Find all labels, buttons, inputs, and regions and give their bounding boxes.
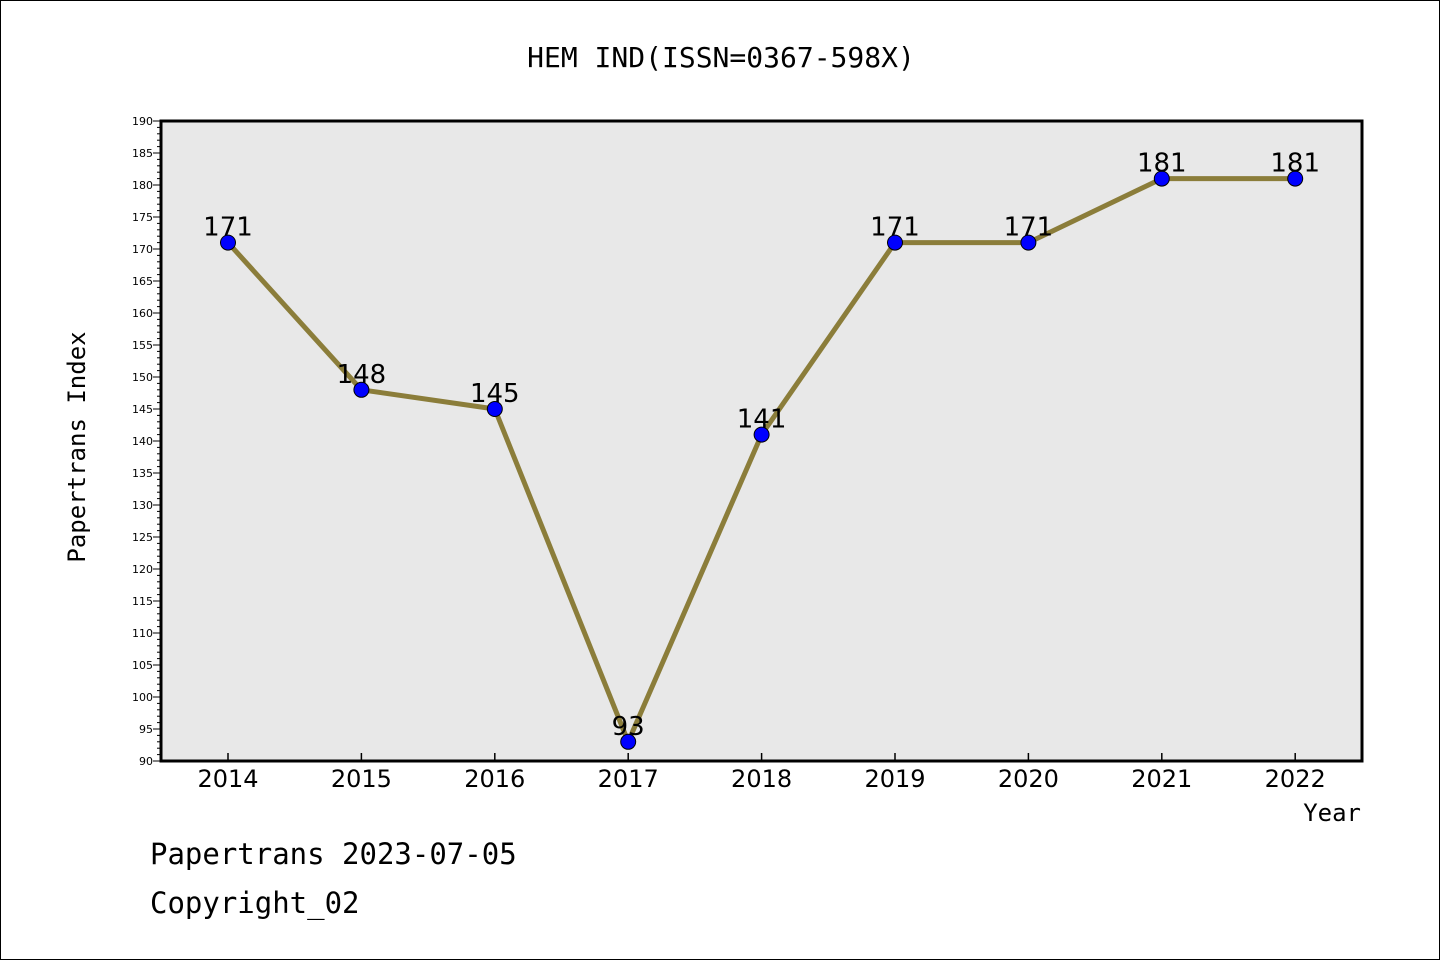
- data-point-marker: [1020, 234, 1037, 251]
- x-tick-label: 2020: [998, 765, 1059, 793]
- y-tick-label: 90: [139, 755, 153, 768]
- y-tick-label: 95: [139, 723, 153, 736]
- data-label: 141: [737, 405, 787, 435]
- data-point-marker: [753, 426, 770, 443]
- x-tick-label: 2019: [864, 765, 925, 793]
- x-tick-label: 2021: [1131, 765, 1192, 793]
- y-tick-label: 105: [132, 659, 153, 672]
- y-axis-label: Papertrans Index: [63, 331, 91, 562]
- data-point-marker: [486, 401, 503, 417]
- y-tick-label: 130: [132, 499, 153, 512]
- y-tick-label: 160: [132, 307, 153, 320]
- chart-title: HEM IND(ISSN=0367-598X): [527, 41, 915, 74]
- x-tick-label: 2014: [197, 765, 258, 793]
- marker-group: [220, 170, 1304, 750]
- y-tick-label: 155: [132, 339, 153, 352]
- x-tick-label: 2016: [464, 765, 525, 793]
- y-tick-label: 150: [132, 371, 153, 384]
- x-tick-label: 2018: [731, 765, 792, 793]
- data-label: 171: [870, 213, 920, 243]
- data-point-marker: [1287, 170, 1304, 187]
- data-label: 148: [337, 360, 387, 390]
- y-tick-label: 125: [132, 531, 153, 544]
- data-label: 171: [1004, 213, 1054, 243]
- data-point-marker: [887, 234, 903, 251]
- data-point-marker: [1153, 170, 1170, 187]
- data-point-marker: [353, 381, 370, 398]
- footer-copyright: Copyright_02: [150, 886, 360, 920]
- y-tick-label: 185: [132, 147, 153, 160]
- footer-date: Papertrans 2023-07-05: [150, 837, 517, 871]
- x-tick-label: 2017: [598, 765, 659, 793]
- y-tick-label: 190: [132, 115, 153, 128]
- data-label: 181: [1270, 149, 1320, 179]
- y-tick-label: 180: [132, 179, 153, 192]
- y-tick-label: 100: [132, 691, 153, 704]
- x-tick-label: 2022: [1265, 765, 1326, 793]
- data-label: 181: [1137, 149, 1187, 179]
- y-tick-label: 165: [132, 275, 153, 288]
- y-tick-label: 145: [132, 403, 153, 416]
- y-tick-label: 175: [132, 211, 153, 224]
- y-tick-label: 135: [132, 467, 153, 480]
- data-label: 171: [203, 213, 253, 243]
- data-label: 145: [470, 379, 520, 409]
- y-tick-label: 140: [132, 435, 153, 448]
- y-tick-label: 120: [132, 563, 153, 576]
- data-label-group: 171 148 145 93 141 171 171 181 181: [203, 149, 1320, 742]
- y-tick-label: 115: [132, 595, 153, 608]
- data-point-marker: [220, 234, 236, 251]
- x-axis: 2014 2015 2016 2017 2018 2019 2020 2021 2022: [197, 753, 1326, 793]
- y-tick-label: 110: [132, 627, 153, 640]
- y-axis: 90 95 100 105 110 115 120 125 130 135 140 145 150 155…: [132, 115, 161, 768]
- x-axis-label: Year: [1303, 799, 1361, 827]
- x-tick-label: 2015: [331, 765, 392, 793]
- data-point-marker: [620, 733, 637, 750]
- y-tick-label: 170: [132, 243, 153, 256]
- data-label: 93: [612, 712, 645, 742]
